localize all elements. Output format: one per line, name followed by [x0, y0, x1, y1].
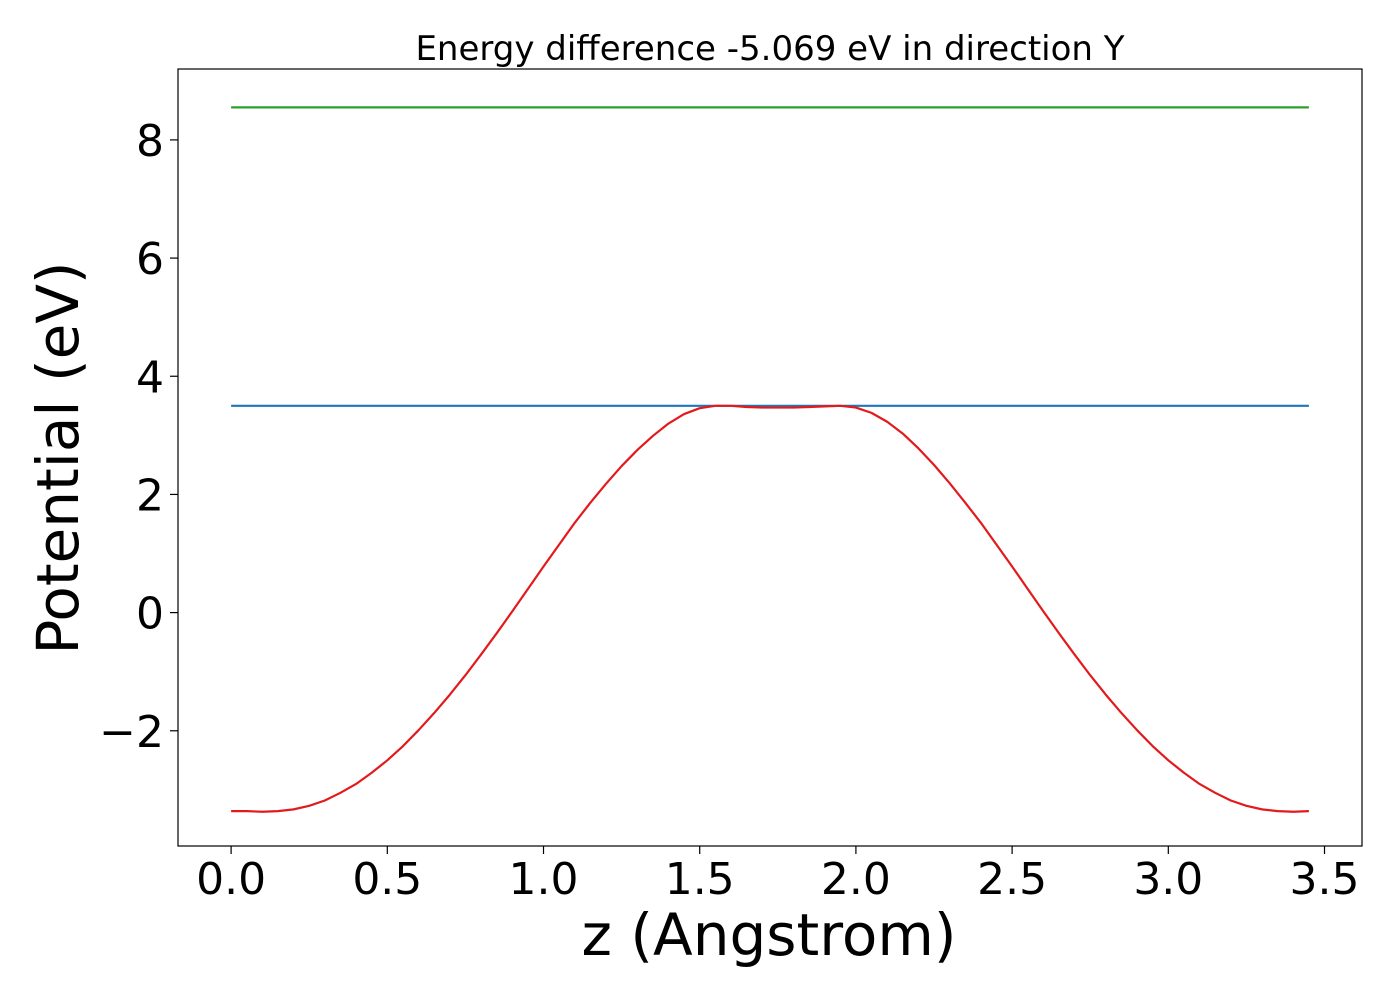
x-axis-label: z (Angstrom)	[582, 901, 957, 969]
chart-title: Energy difference -5.069 eV in direction…	[415, 29, 1124, 69]
y-tick-label: −2	[99, 707, 164, 758]
x-tick-label: 1.5	[665, 854, 735, 905]
x-tick-label: 3.5	[1290, 854, 1360, 905]
y-tick-label: 2	[136, 470, 164, 521]
x-axis-ticks: 0.0 0.5 1.0 1.5 2.0 2.5 3.0 3.5	[196, 846, 1360, 905]
y-tick-label: 0	[136, 589, 164, 640]
x-tick-label: 1.0	[509, 854, 579, 905]
y-tick-label: 4	[136, 352, 164, 403]
plot-frame	[177, 68, 1363, 847]
series-layer	[231, 106, 1309, 813]
x-tick-label: 0.0	[196, 854, 266, 905]
x-tick-label: 3.0	[1133, 854, 1203, 905]
y-axis-label: Potential (eV)	[24, 261, 92, 654]
y-tick-label: 8	[136, 116, 164, 167]
series-line-potential	[231, 404, 1309, 813]
y-tick-label: 6	[136, 234, 164, 285]
x-tick-label: 2.5	[977, 854, 1047, 905]
y-axis-ticks: −2 0 2 4 6 8	[99, 116, 178, 758]
x-tick-label: 0.5	[352, 854, 422, 905]
x-tick-label: 2.0	[821, 854, 891, 905]
